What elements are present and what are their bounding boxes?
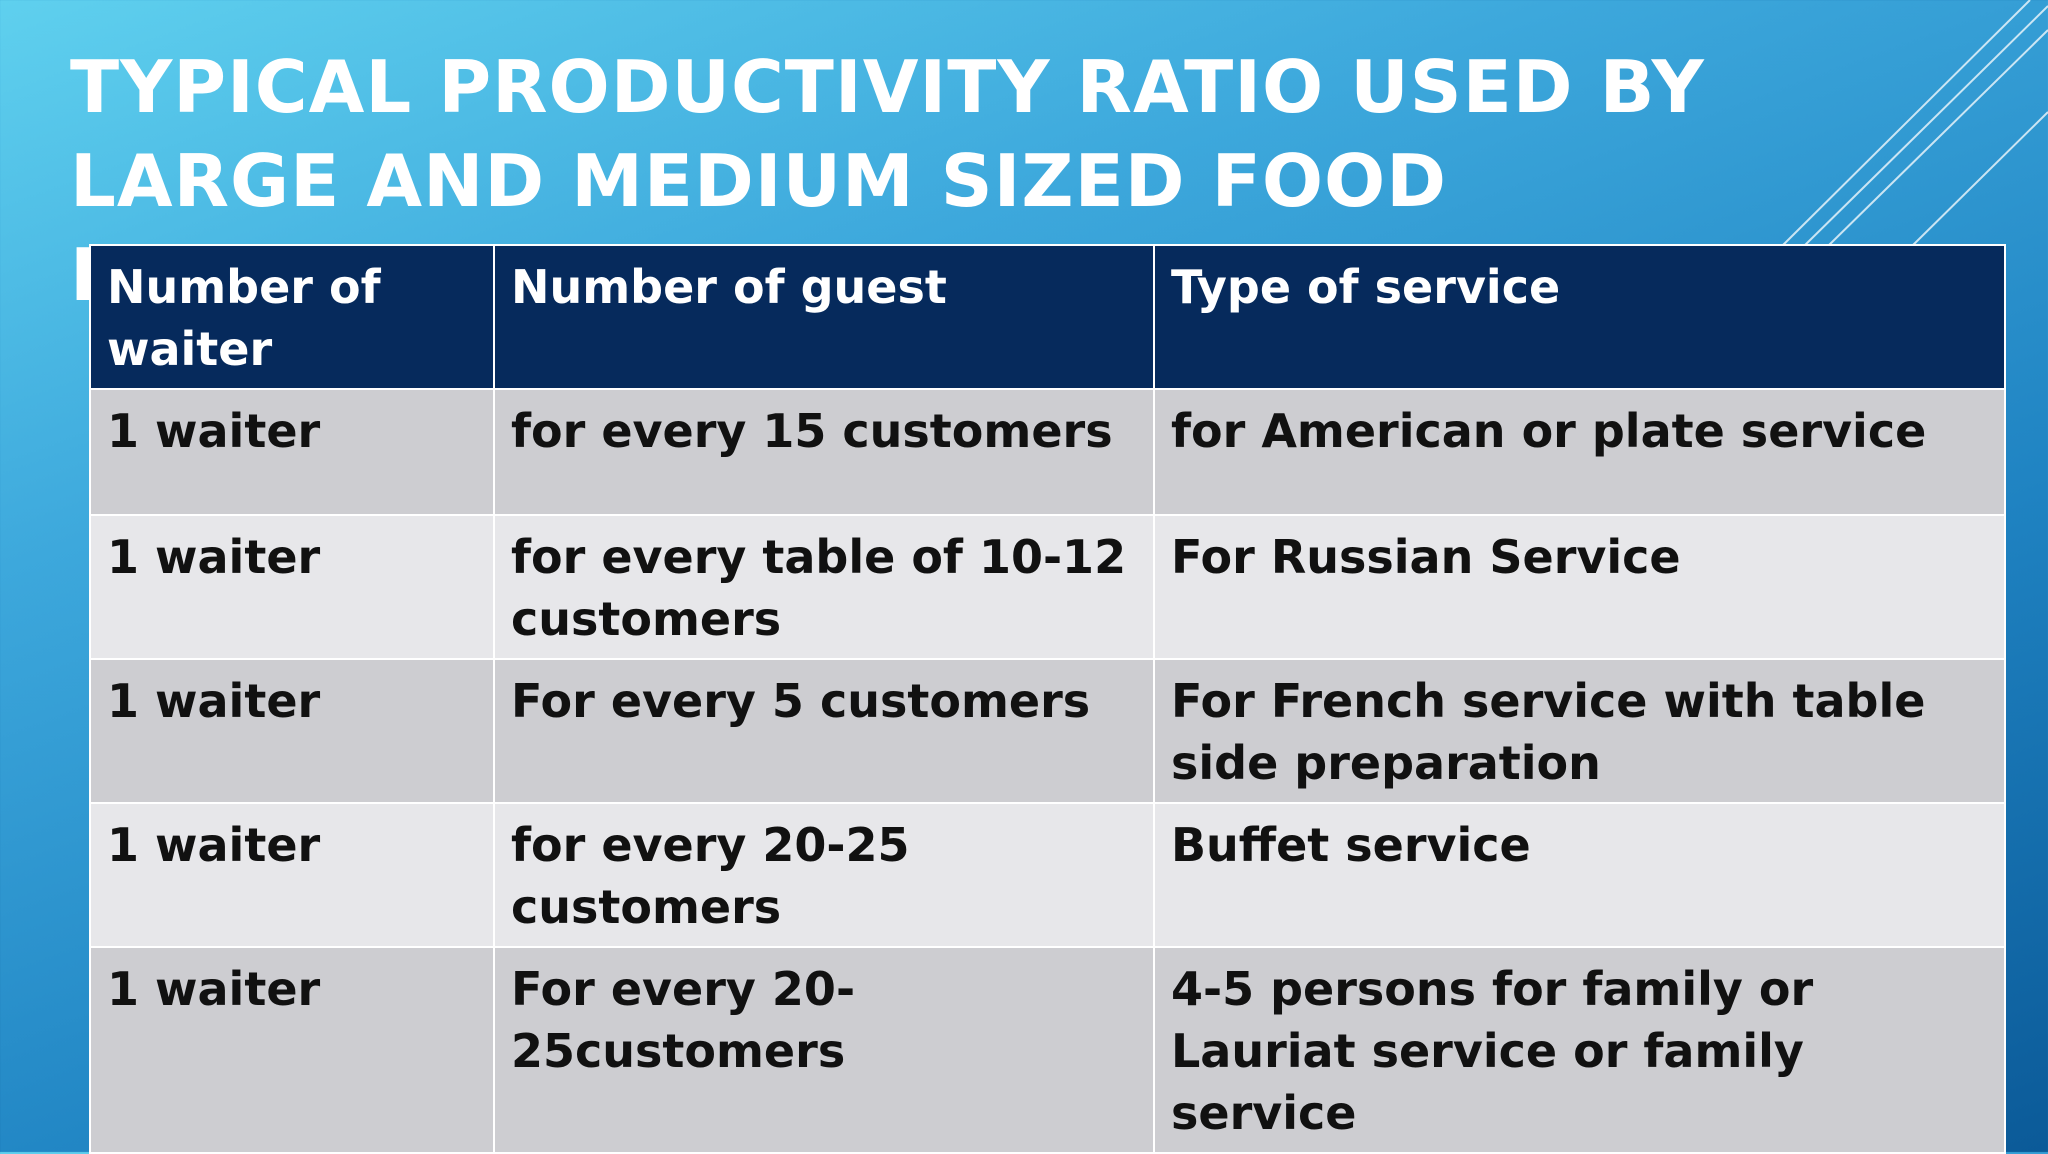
table-row: 1 waiter For every 5 customers For Frenc… — [89, 658, 2006, 804]
cell-service: for American or plate service — [1153, 388, 2006, 516]
productivity-ratio-table: Number of waiter Number of guest Type of… — [89, 244, 2006, 1154]
slide-title: TYPICAL PRODUCTIVITY RATIO USED BY LARGE… — [70, 45, 1705, 317]
cell-service: For Russian Service — [1153, 514, 2006, 660]
cell-waiter: 1 waiter — [89, 388, 495, 516]
cell-guest: for every 15 customers — [493, 388, 1155, 516]
table-row: 1 waiter for every 20-25 customers Buffe… — [89, 802, 2006, 948]
cell-service: For French service with table side prepa… — [1153, 658, 2006, 804]
table-header-row: Number of waiter Number of guest Type of… — [89, 244, 2006, 390]
table-row: 1 waiter for every table of 10-12 custom… — [89, 514, 2006, 660]
cell-waiter: 1 waiter — [89, 802, 495, 948]
cell-service: 4-5 persons for family or Lauriat servic… — [1153, 946, 2006, 1154]
table-row: 1 waiter For every 20-25customers 4-5 pe… — [89, 946, 2006, 1154]
cell-waiter: 1 waiter — [89, 658, 495, 804]
cell-guest: For every 5 customers — [493, 658, 1155, 804]
cell-waiter: 1 waiter — [89, 514, 495, 660]
productivity-ratio-table-container: Number of waiter Number of guest Type of… — [89, 244, 2006, 1154]
header-type-of-service: Type of service — [1153, 244, 2006, 390]
table-row: 1 waiter for every 15 customers for Amer… — [89, 388, 2006, 516]
cell-service: Buffet service — [1153, 802, 2006, 948]
cell-guest: for every table of 10-12 customers — [493, 514, 1155, 660]
cell-guest: For every 20-25customers — [493, 946, 1155, 1154]
header-number-of-guest: Number of guest — [493, 244, 1155, 390]
cell-waiter: 1 waiter — [89, 946, 495, 1154]
cell-guest: for every 20-25 customers — [493, 802, 1155, 948]
decorative-diagonal-lines — [1779, 0, 2048, 249]
header-number-of-waiter: Number of waiter — [89, 244, 495, 390]
